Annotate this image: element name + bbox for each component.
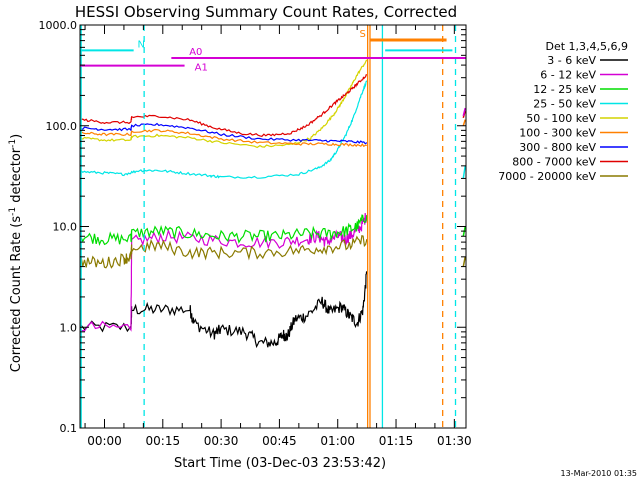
- tail-segment-4: [462, 119, 466, 126]
- y-tick-label: 0.1: [60, 422, 78, 435]
- y-axis-title: Corrected Count Rate (s-1 detector-1): [8, 134, 24, 372]
- legend-entry-label: 7000 - 20000 keV: [498, 170, 596, 183]
- plot-lines-group: [80, 59, 466, 349]
- tail-segment-1: [462, 165, 466, 179]
- observing-flags-group: N A0 A1 S: [80, 29, 466, 74]
- y-tick-label: 1000.0: [39, 19, 78, 32]
- legend-entry-label: 25 - 50 keV: [533, 98, 596, 111]
- x-tick-label: 00:30: [204, 434, 239, 448]
- x-tick-label: 01:00: [320, 434, 355, 448]
- legend-entry-label: 100 - 300 keV: [519, 127, 596, 140]
- x-tick-label: 00:15: [146, 434, 181, 448]
- y-tick-label: 100.0: [46, 120, 78, 133]
- x-tick-label: 01:15: [379, 434, 414, 448]
- series-line-0: [80, 271, 368, 349]
- plot-axes-group: 0.1 1.0 10.0 100.0 1000.0 00:00 00:15 00:30 00:4…: [39, 19, 472, 448]
- tail-segment-5: [462, 107, 466, 117]
- y-axis-title-sup-1: -1: [8, 207, 18, 216]
- series-line-3: [80, 80, 368, 179]
- y-axis-title-part-1: Corrected Count Rate (s: [9, 216, 24, 373]
- legend-entry-label: 12 - 25 keV: [533, 83, 596, 96]
- chart-title: HESSI Observing Summary Count Rates, Cor…: [75, 3, 457, 21]
- series-line-4: [80, 59, 368, 149]
- series-line-1: [81, 212, 368, 332]
- series-line-7: [81, 74, 367, 137]
- legend-entry-label: 3 - 6 keV: [547, 54, 596, 67]
- x-axis-title: Start Time (03-Dec-03 23:53:42): [174, 456, 386, 471]
- y-axis-title-part-3: ): [9, 134, 24, 139]
- x-tick-label: 00:45: [262, 434, 297, 448]
- y-tick-label: 10.0: [53, 221, 78, 234]
- series-line-5: [80, 128, 367, 148]
- x-tick-label: 00:00: [87, 434, 122, 448]
- footer-timestamp: 13-Mar-2010 01:35: [561, 469, 638, 478]
- y-axis-title-part-2: detector: [9, 147, 24, 207]
- flag-label-a1: A1: [195, 63, 208, 74]
- y-axis-title-sup-2: -1: [8, 139, 18, 148]
- series-line-6: [81, 122, 368, 145]
- flag-label-a0: A0: [189, 47, 202, 58]
- y-tick-label: 1.0: [60, 321, 78, 334]
- series-line-2: [80, 214, 368, 247]
- legend-entry-label: 800 - 7000 keV: [512, 156, 596, 169]
- flag-label-s: S: [359, 29, 365, 40]
- legend-title: Det 1,3,4,5,6,9: [545, 40, 628, 53]
- legend-entry-label: 6 - 12 keV: [540, 69, 596, 82]
- vertical-markers-group: [80, 25, 457, 428]
- x-tick-label: 01:30: [437, 434, 472, 448]
- legend-entry-label: 300 - 800 keV: [519, 141, 596, 154]
- flag-label-n: N: [138, 39, 145, 50]
- plot-frame: [79, 24, 467, 429]
- legend-entry-label: 50 - 100 keV: [526, 112, 596, 125]
- series-line-8: [80, 235, 368, 269]
- tail-segment-2: [462, 256, 466, 267]
